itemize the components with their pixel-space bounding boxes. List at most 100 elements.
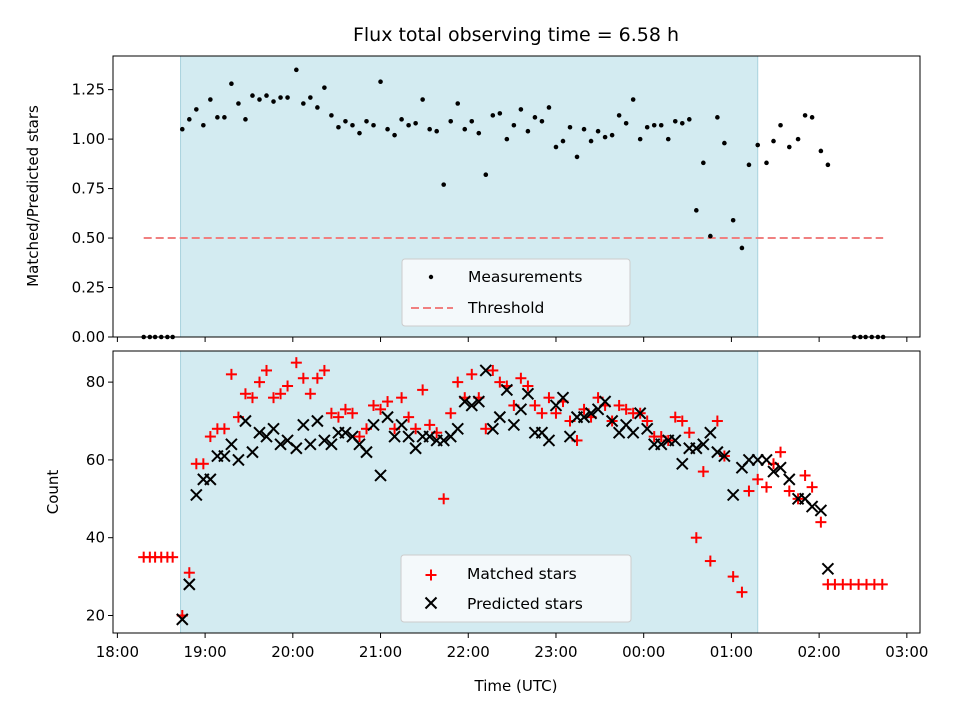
x-tick-label: 01:00 — [710, 643, 753, 661]
measurement-point — [308, 95, 313, 100]
predicted-star-point — [486, 422, 500, 436]
matched-star-point — [620, 403, 632, 415]
measurement-point — [771, 138, 776, 144]
x-tick-label: 02:00 — [798, 643, 841, 661]
top-axes — [112, 55, 921, 338]
top-y-ticks: 0.00 0.25 0.50 0.75 1.00 1.25 — [72, 81, 113, 346]
predicted-star-point — [367, 418, 380, 432]
matched-star-point — [368, 399, 380, 411]
measurement-point — [222, 115, 227, 120]
measurement-point — [567, 124, 573, 130]
matched-star-point — [543, 392, 555, 404]
top-legend-box — [401, 258, 631, 327]
legend-measurements-label: Measurements — [468, 268, 583, 286]
measurement-point — [336, 124, 341, 130]
measurement-point — [350, 122, 355, 128]
matched-star-point — [466, 368, 478, 380]
measurement-point — [651, 122, 657, 128]
matched-star-point — [760, 481, 772, 493]
matched-star-point — [183, 567, 195, 579]
predicted-star-point — [239, 414, 252, 428]
measurement-point — [730, 217, 736, 223]
measurement-point — [208, 97, 213, 102]
measurement-point — [602, 134, 608, 140]
bottom-y-axis-label: Count — [44, 470, 62, 515]
measurement-point — [595, 128, 601, 134]
matched-star-point — [261, 364, 273, 376]
predicted-star-point — [297, 418, 310, 432]
measurement-point — [490, 113, 496, 118]
matched-star-point — [332, 411, 344, 423]
measurement-point — [525, 128, 531, 134]
measurement-point — [285, 95, 290, 100]
matched-star-point — [783, 485, 795, 497]
x-tick-label: 20:00 — [271, 643, 314, 661]
measurement-point — [264, 93, 269, 98]
top-y-axis-label: Matched/Predicted stars — [24, 105, 42, 287]
matched-star-point — [815, 516, 827, 528]
predicted-star-point — [360, 445, 373, 459]
y-tick-label: 0.25 — [72, 279, 105, 297]
measurement-point — [455, 101, 461, 106]
y-tick-label: 20 — [86, 606, 105, 624]
matched-star-point — [268, 392, 280, 404]
measurement-point — [553, 144, 559, 150]
predicted-star-point — [563, 430, 577, 443]
predicted-star-point — [204, 473, 217, 486]
measurement-point — [623, 120, 629, 126]
y-tick-label: 0.75 — [72, 180, 105, 198]
matched-star-point — [494, 376, 506, 388]
predicted-star-point — [542, 434, 556, 447]
predicted-star-point — [521, 387, 535, 400]
predicted-star-point — [218, 449, 231, 463]
measurement-point — [392, 132, 397, 138]
predicted-star-point — [655, 438, 668, 451]
predicted-star-point — [605, 414, 619, 428]
matched-star-point — [727, 571, 739, 583]
measurement-point — [406, 122, 411, 128]
measurement-point — [243, 117, 248, 122]
top-x-ticks — [116, 337, 908, 342]
measurement-point — [694, 208, 699, 213]
matched-star-point — [197, 458, 209, 470]
matched-star-point — [676, 415, 688, 427]
measurement-point — [476, 130, 482, 136]
predicted-star-point — [760, 453, 773, 467]
predicted-star-point — [626, 426, 640, 439]
matched-star-point — [403, 411, 415, 423]
predicted-star-points — [176, 364, 835, 626]
predicted-star-point — [556, 391, 570, 404]
axes-frame — [112, 55, 921, 338]
matched-star-point — [318, 364, 330, 376]
predicted-star-point — [402, 430, 415, 443]
measurement-point — [378, 79, 383, 85]
measurement-point — [818, 148, 824, 154]
matched-star-point — [204, 431, 216, 443]
predicted-star-point — [451, 422, 464, 436]
predicted-star-point — [514, 403, 528, 416]
predicted-star-point — [774, 461, 787, 474]
matched-star-point — [452, 376, 464, 388]
matched-star-point — [218, 423, 230, 435]
legend-predicted-label: Predicted stars — [467, 595, 583, 613]
measurement-point — [434, 128, 439, 134]
predicted-star-point — [805, 500, 819, 513]
matched-star-point — [424, 419, 436, 431]
matched-star-point — [487, 364, 499, 376]
predicted-star-point — [225, 438, 238, 451]
predicted-star-point — [704, 426, 717, 439]
predicted-star-point — [697, 438, 710, 451]
bottom-axes — [112, 350, 921, 634]
predicted-star-point — [669, 434, 682, 447]
legend-threshold-label: Threshold — [467, 299, 544, 317]
y-tick-label: 60 — [86, 451, 105, 469]
predicted-star-point — [253, 426, 266, 439]
predicted-star-point — [423, 430, 436, 443]
measurement-point — [413, 120, 418, 126]
predicted-star-point — [437, 434, 450, 447]
predicted-star-point — [267, 422, 280, 436]
matched-star-point — [480, 423, 492, 435]
measurement-point — [441, 182, 446, 187]
predicted-star-point — [183, 578, 196, 591]
measurement-point — [329, 113, 334, 118]
